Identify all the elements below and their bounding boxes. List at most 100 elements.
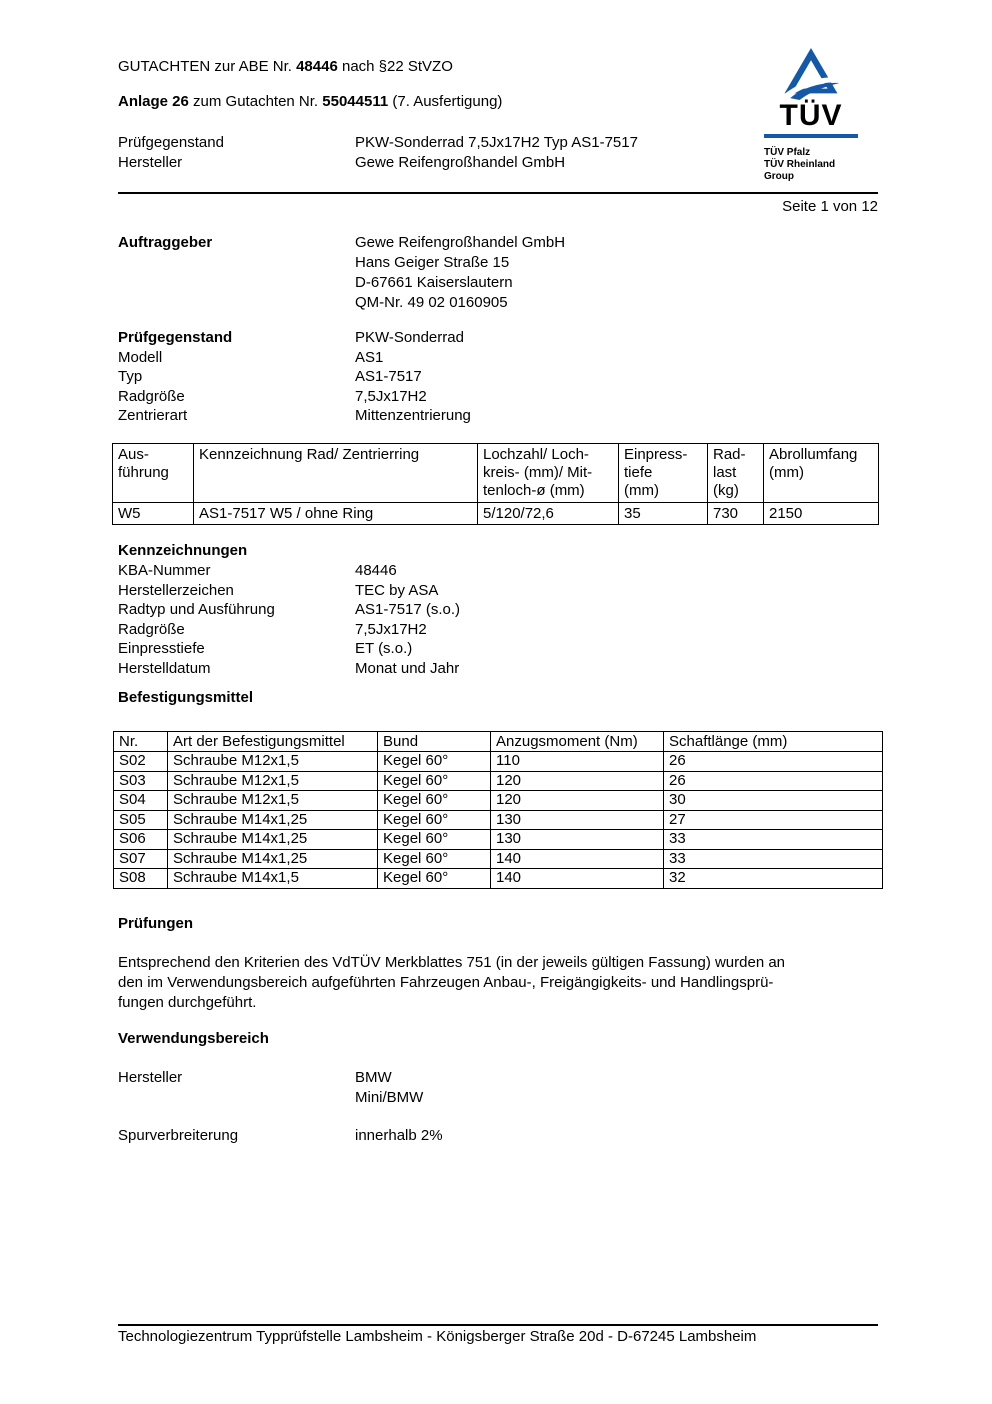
fasteners-cell: 27 (663, 809, 883, 830)
fasteners-row: S07 Schraube M14x1,25 Kegel 60° 140 33 (113, 848, 883, 869)
header-rule (118, 192, 878, 194)
fasteners-cell: 120 (490, 770, 664, 791)
usage-hersteller-label: Hersteller (118, 1069, 183, 1086)
fasteners-cell: 26 (663, 751, 883, 772)
marking-value: TEC by ASA (355, 581, 439, 599)
spec-value: 7,5Jx17H2 (355, 387, 427, 405)
wheel-table-header-row: Aus- führung Kennzeichnung Rad/ Zentrier… (112, 443, 879, 503)
fasteners-cell: Schraube M14x1,25 (167, 848, 378, 869)
spec-label: Modell (118, 348, 163, 366)
fasteners-cell: Kegel 60° (377, 751, 491, 772)
fasteners-header-cell: Bund (377, 731, 491, 752)
fasteners-row: S08 Schraube M14x1,5 Kegel 60° 140 32 (113, 868, 883, 889)
anlage-text-1: zum Gutachten Nr. (188, 93, 323, 110)
spec-value: AS1-7517 (355, 368, 422, 385)
pruefgegenstand-section: Prüfgegenstand PKW-Sonderrad Modell AS1 … (118, 328, 471, 426)
marking-label: Einpresstiefe (118, 640, 205, 657)
pruefgegenstand-value: PKW-Sonderrad 7,5Jx17H2 Typ AS1-7517 (355, 134, 638, 151)
fasteners-header-cell: Nr. (113, 731, 168, 752)
fasteners-cell: S06 (113, 829, 168, 850)
marking-row: Radtyp und Ausführung AS1-7517 (s.o.) (118, 600, 460, 620)
marking-row: KBA-Nummer 48446 (118, 561, 460, 581)
abe-number: 48446 (296, 58, 338, 75)
marking-row: Einpresstiefe ET (s.o.) (118, 639, 460, 659)
marking-label: Radtyp und Ausführung (118, 601, 275, 618)
fasteners-cell: 32 (663, 868, 883, 889)
spec-row: Zentrierart Mittenzentrierung (118, 406, 471, 426)
fasteners-cell: S07 (113, 848, 168, 869)
wheel-table-header-cell: Lochzahl/ Loch- kreis- (mm)/ Mit- tenloc… (477, 443, 619, 503)
wheel-table-header-cell: Rad- last (kg) (707, 443, 764, 503)
marking-label: Herstellerzeichen (118, 581, 234, 599)
fasteners-cell: S04 (113, 790, 168, 811)
fasteners-cell: 33 (663, 848, 883, 869)
marking-value: AS1-7517 (s.o.) (355, 601, 461, 618)
fasteners-header-cell: Anzugsmoment (Nm) (490, 731, 664, 752)
fasteners-table: Nr. Art der Befestigungsmittel Bund Anzu… (113, 731, 883, 889)
fasteners-cell: Kegel 60° (377, 829, 491, 850)
fasteners-cell: Kegel 60° (377, 770, 491, 791)
fasteners-cell: 140 (490, 848, 664, 869)
page-number: Seite 1 von 12 (782, 198, 878, 215)
tuv-logo-rule (764, 134, 858, 138)
anlage-text-2: (7. Ausfertigung) (388, 93, 503, 110)
wheel-table-cell: AS1-7517 W5 / ohne Ring (193, 502, 478, 525)
auftraggeber-address: Gewe Reifengroßhandel GmbH Hans Geiger S… (355, 234, 566, 311)
header-info-row: Prüfgegenstand PKW-Sonderrad 7,5Jx17H2 T… (118, 133, 638, 153)
befestigungsmittel-heading: Befestigungsmittel (118, 689, 254, 706)
anlage-line: Anlage 26 zum Gutachten Nr. 55044511 (7.… (118, 92, 502, 111)
fasteners-cell: 130 (490, 829, 664, 850)
marking-row: Radgröße 7,5Jx17H2 (118, 620, 460, 640)
usage-hersteller-value: BMW Mini/BMW (355, 1069, 424, 1106)
marking-row: Herstellerzeichen TEC by ASA (118, 581, 460, 601)
wheel-table-cell: 2150 (763, 502, 879, 525)
fasteners-row: S05 Schraube M14x1,25 Kegel 60° 130 27 (113, 809, 883, 830)
wheel-table-header-cell: Abrollumfang (mm) (763, 443, 879, 503)
fasteners-cell: 120 (490, 790, 664, 811)
hersteller-label: Hersteller (118, 154, 183, 171)
wheel-table-header-cell: Einpress- tiefe (mm) (618, 443, 708, 503)
footer-text: Technologiezentrum Typprüfstelle Lambshe… (118, 1328, 757, 1345)
marking-label: KBA-Nummer (118, 562, 211, 579)
marking-label: Radgröße (118, 620, 185, 638)
fasteners-cell: Schraube M14x1,25 (167, 809, 378, 830)
footer-rule (118, 1324, 878, 1326)
fasteners-cell: 33 (663, 829, 883, 850)
spec-label: Typ (118, 368, 143, 385)
kennzeichnungen-section: KBA-Nummer 48446 Herstellerzeichen TEC b… (118, 561, 460, 678)
fasteners-header-row: Nr. Art der Befestigungsmittel Bund Anzu… (113, 731, 883, 752)
fasteners-cell: S08 (113, 868, 168, 889)
wheel-table-row: W5 AS1-7517 W5 / ohne Ring 5/120/72,6 35… (112, 502, 879, 525)
wheel-table: Aus- führung Kennzeichnung Rad/ Zentrier… (112, 443, 879, 525)
usage-spur-label: Spurverbreiterung (118, 1127, 239, 1144)
fasteners-header-cell: Schaftlänge (mm) (663, 731, 883, 752)
fasteners-cell: 110 (490, 751, 664, 772)
usage-spur-value: innerhalb 2% (355, 1127, 443, 1144)
anlage-number: Anlage 26 (118, 93, 189, 110)
fasteners-cell: Schraube M12x1,5 (167, 751, 378, 772)
fasteners-cell: S02 (113, 751, 168, 772)
spec-value: PKW-Sonderrad (355, 329, 464, 346)
fasteners-cell: S05 (113, 809, 168, 830)
pruefgegenstand-label: Prüfgegenstand (118, 134, 224, 151)
fasteners-cell: Kegel 60° (377, 868, 491, 889)
fasteners-row: S04 Schraube M12x1,5 Kegel 60° 120 30 (113, 790, 883, 811)
wheel-table-cell: 730 (707, 502, 764, 525)
gutachten-title-line: GUTACHTEN zur ABE Nr. 48446 nach §22 StV… (118, 57, 453, 76)
fasteners-cell: 30 (663, 790, 883, 811)
tuv-logo-subtitle: TÜV Pfalz TÜV Rheinland Group (764, 147, 836, 182)
marking-value: 48446 (355, 562, 397, 579)
verwendungsbereich-heading: Verwendungsbereich (118, 1030, 269, 1047)
header-info: Prüfgegenstand PKW-Sonderrad 7,5Jx17H2 T… (118, 133, 638, 173)
fasteners-cell: Kegel 60° (377, 848, 491, 869)
marking-label: Herstelldatum (118, 659, 211, 677)
auftraggeber-label: Auftraggeber (118, 234, 213, 251)
title-text-2: nach §22 StVZO (337, 58, 453, 75)
marking-value: Monat und Jahr (355, 659, 460, 677)
fasteners-row: S02 Schraube M12x1,5 Kegel 60° 110 26 (113, 751, 883, 772)
tuv-logo: TÜV TÜV Pfalz TÜV Rheinland Group (764, 48, 858, 183)
spec-value: Mittenzentrierung (355, 407, 471, 424)
spec-label: Zentrierart (118, 407, 188, 424)
fasteners-row: S06 Schraube M14x1,25 Kegel 60° 130 33 (113, 829, 883, 850)
